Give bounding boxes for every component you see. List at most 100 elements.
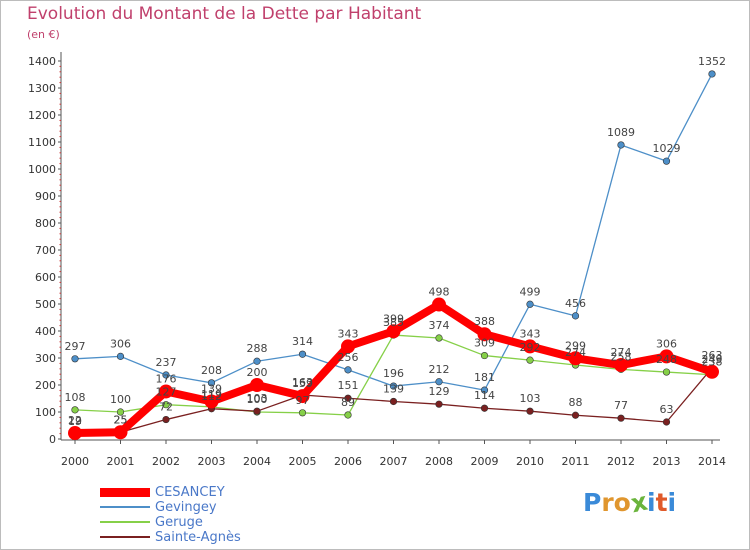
- logo-letter: t: [655, 488, 668, 517]
- legend-label: CESANCEY: [155, 485, 225, 500]
- data-label: 288: [247, 342, 268, 355]
- data-label: 77: [614, 399, 628, 412]
- logo-letter: o: [613, 488, 631, 517]
- data-label: 97: [296, 394, 310, 407]
- data-point: [571, 411, 580, 419]
- data-label: 88: [569, 396, 583, 409]
- legend-swatch: [100, 536, 150, 538]
- data-point: [708, 70, 716, 78]
- y-tick-label: 1000: [28, 163, 56, 176]
- y-tick-label: 800: [35, 217, 56, 230]
- data-label: 256: [338, 351, 359, 364]
- legend-label: Geruge: [155, 515, 203, 530]
- legend-label: Sainte-Agnès: [155, 530, 241, 545]
- legend-swatch: [100, 521, 150, 523]
- x-tick-label: 2005: [289, 455, 317, 468]
- data-label: 1352: [698, 55, 726, 68]
- data-label: 119: [201, 388, 222, 401]
- logo-letter: i: [647, 488, 656, 517]
- logo-letter: i: [667, 488, 677, 517]
- y-tick-label: 1300: [28, 82, 56, 95]
- data-point: [116, 352, 125, 360]
- data-point: [526, 300, 534, 308]
- data-label: 292: [520, 341, 541, 354]
- data-label: 114: [474, 389, 495, 402]
- x-tick-label: 2012: [607, 455, 635, 468]
- data-point: [295, 389, 310, 404]
- data-point: [617, 141, 625, 149]
- data-point: [662, 157, 671, 165]
- y-tick-label: 900: [35, 190, 56, 203]
- legend-swatch: [100, 506, 150, 508]
- proxiti-logo: Proxiti: [583, 487, 677, 519]
- data-label: 100: [247, 393, 268, 406]
- data-label: 100: [110, 393, 131, 406]
- data-point: [480, 386, 489, 394]
- data-label: 163: [292, 376, 313, 389]
- data-point: [659, 349, 674, 364]
- data-point: [571, 312, 580, 320]
- legend-label: Gevingey: [155, 500, 217, 515]
- data-label: 200: [247, 366, 268, 379]
- data-label: 25: [114, 413, 128, 426]
- x-tick-label: 2000: [61, 455, 89, 468]
- data-point: [662, 418, 671, 426]
- y-tick-label: 700: [35, 244, 56, 257]
- x-tick-label: 2001: [107, 455, 135, 468]
- data-label: 19: [68, 415, 82, 428]
- data-label: 314: [292, 335, 313, 348]
- data-point: [162, 415, 170, 424]
- data-point: [116, 408, 125, 416]
- data-label: 248: [656, 353, 677, 366]
- data-label: 139: [201, 382, 222, 395]
- data-point: [389, 382, 398, 390]
- data-label: 309: [474, 337, 495, 350]
- data-label: 399: [383, 312, 404, 325]
- x-tick-label: 2006: [334, 455, 362, 468]
- data-point: [705, 364, 719, 379]
- logo-letter: r: [601, 488, 614, 517]
- data-label: 129: [429, 385, 450, 398]
- data-point: [523, 339, 537, 354]
- y-tick-label: 1400: [28, 55, 56, 68]
- data-point: [526, 407, 534, 415]
- y-tick-label: 0: [49, 433, 56, 446]
- data-point: [480, 351, 489, 360]
- data-label: 208: [201, 364, 222, 377]
- data-point: [435, 400, 443, 408]
- data-point: [344, 366, 352, 374]
- data-label: 176: [156, 372, 177, 385]
- data-point: [568, 351, 583, 366]
- data-label: 181: [474, 371, 495, 384]
- data-label: 103: [520, 392, 541, 405]
- data-label: 238: [702, 356, 723, 369]
- data-label: 212: [429, 363, 450, 376]
- legend-item: Geruge: [100, 515, 320, 530]
- data-point: [204, 394, 219, 409]
- chart-subtitle: (en €): [27, 28, 60, 41]
- x-tick-label: 2014: [698, 455, 726, 468]
- data-point: [435, 378, 443, 386]
- y-tick-label: 100: [35, 406, 56, 419]
- logo-letter: P: [583, 488, 602, 517]
- data-point: [477, 327, 492, 342]
- legend-swatch: [100, 487, 150, 497]
- data-label: 159: [292, 377, 313, 390]
- data-label: 498: [429, 286, 450, 299]
- data-label: 72: [159, 401, 173, 414]
- data-point: [207, 379, 216, 387]
- chart-title: Evolution du Montant de la Dette par Hab…: [27, 4, 422, 24]
- data-label: 108: [65, 391, 86, 404]
- x-tick-label: 2003: [198, 455, 226, 468]
- data-point: [162, 371, 170, 379]
- legend-item: CESANCEY: [100, 485, 320, 500]
- data-label: 25: [114, 413, 128, 426]
- x-tick-label: 2013: [653, 455, 681, 468]
- data-label: 196: [383, 367, 404, 380]
- data-label: 1089: [607, 126, 635, 139]
- data-point: [344, 411, 352, 419]
- y-tick-label: 200: [35, 379, 56, 392]
- data-label: 89: [341, 396, 355, 409]
